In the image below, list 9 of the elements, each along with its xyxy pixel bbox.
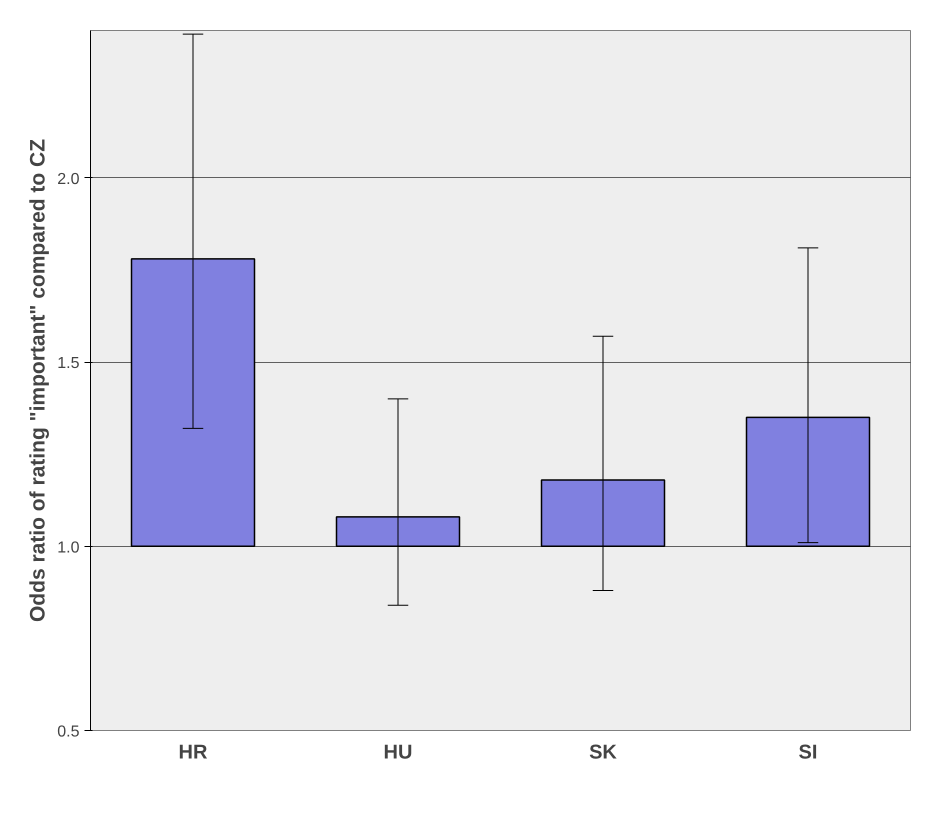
x-tick-label: HR (178, 742, 208, 764)
y-tick-label: 1.5 (57, 355, 80, 372)
y-tick-label: 1.0 (57, 539, 80, 556)
x-tick-label: HU (384, 742, 412, 764)
y-axis-title: Odds ratio of rating "important" compared to CZ (26, 138, 50, 622)
x-tick-label: SK (589, 742, 618, 764)
x-tick-label: SI (798, 742, 818, 764)
y-tick-label: 0.5 (57, 724, 80, 740)
y-tick-label: 2.0 (57, 170, 80, 188)
